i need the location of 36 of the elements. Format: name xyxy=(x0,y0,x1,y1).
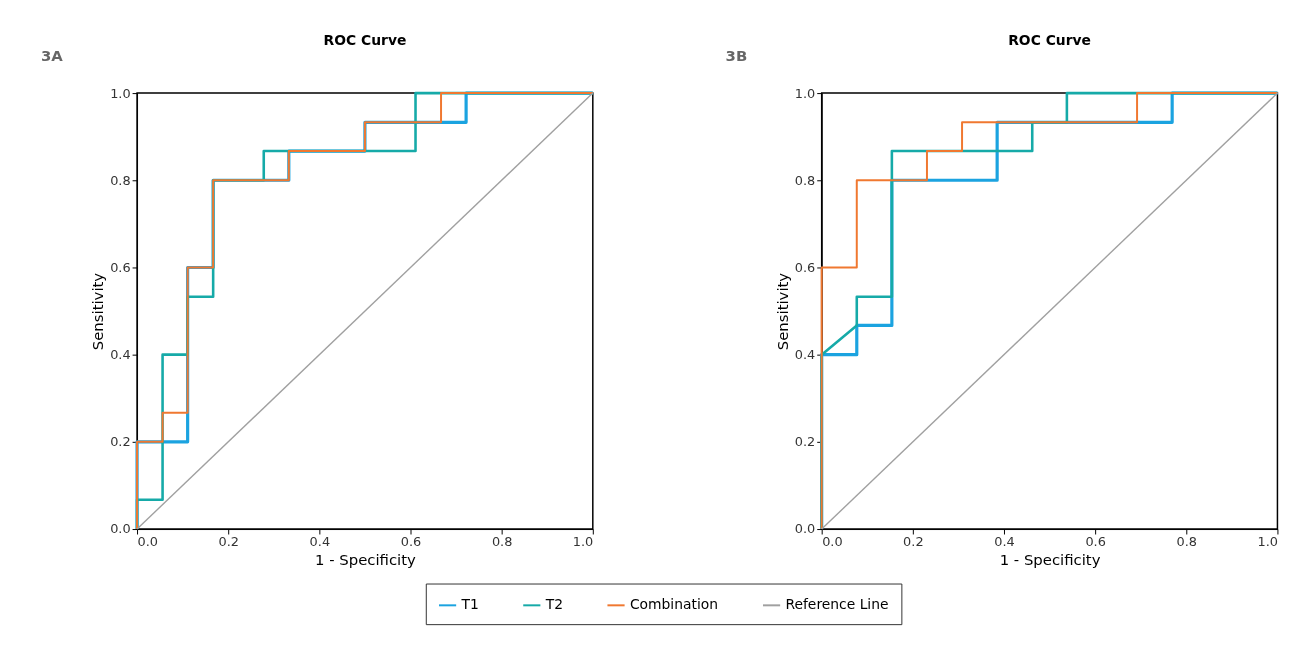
legend-label: Reference Line xyxy=(785,596,889,613)
y-tick-label: 0.4 xyxy=(110,347,131,363)
y-tick-label: 0.2 xyxy=(110,434,131,450)
y-axis-title: Sensitivity xyxy=(89,272,108,351)
x-tick-label: 0.2 xyxy=(903,534,924,550)
legend-label: T2 xyxy=(544,596,563,613)
y-tick-label: 1.0 xyxy=(110,85,131,101)
x-tick-label: 0.6 xyxy=(400,534,422,550)
text: 3B xyxy=(725,47,748,66)
x-tick-label: 0.0 xyxy=(137,534,159,550)
x-tick-label: 0.4 xyxy=(309,534,331,550)
legend-label: T1 xyxy=(460,596,479,613)
y-axis-title: Sensitivity xyxy=(773,272,792,351)
y-tick-label: 0.6 xyxy=(794,259,816,275)
chart-title: ROC Curve xyxy=(1008,31,1091,48)
chart-title: ROC Curve xyxy=(323,31,407,48)
y-tick-label: 0.8 xyxy=(794,172,816,188)
x-tick-label: 1.0 xyxy=(572,534,594,550)
text: 3A xyxy=(40,47,64,66)
y-tick-label: 1.0 xyxy=(794,85,816,101)
x-tick-label: 0.4 xyxy=(994,534,1015,550)
y-tick-label: 0.4 xyxy=(794,347,816,363)
y-tick-label: 0.8 xyxy=(110,172,131,188)
legend-label: Combination xyxy=(629,596,719,613)
x-axis-title: 1 - Specificity xyxy=(999,551,1101,570)
y-tick-label: 0.2 xyxy=(794,434,816,450)
y-tick-label: 0.0 xyxy=(794,521,816,537)
x-tick-label: 0.8 xyxy=(491,534,513,550)
x-tick-label: 1.0 xyxy=(1257,534,1278,550)
x-tick-label: 0.6 xyxy=(1085,534,1106,550)
x-axis-title: 1 - Specificity xyxy=(315,551,417,570)
y-tick-label: 0.6 xyxy=(110,259,131,275)
y-tick-label: 0.0 xyxy=(110,521,131,537)
x-tick-label: 0.2 xyxy=(218,534,239,550)
x-tick-label: 0.8 xyxy=(1176,534,1198,550)
x-tick-label: 0.0 xyxy=(822,534,843,550)
